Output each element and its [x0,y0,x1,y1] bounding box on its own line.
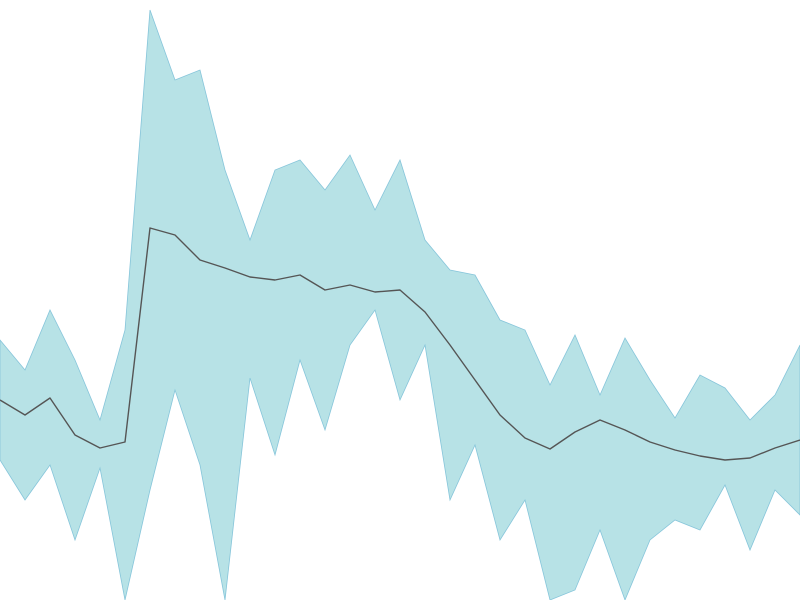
confidence-band [0,10,800,600]
confidence-band-chart [0,0,800,600]
